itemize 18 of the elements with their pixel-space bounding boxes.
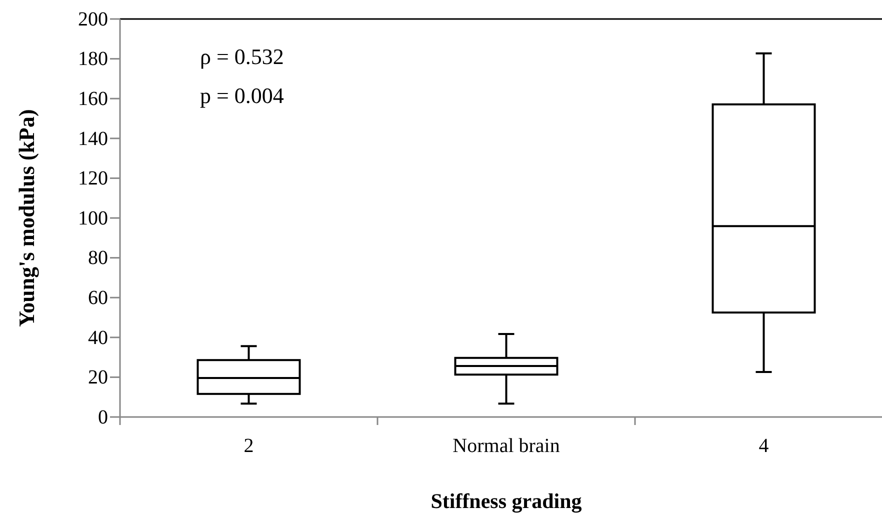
y-tick-label: 60: [88, 287, 108, 309]
y-axis-title: Young's modulus (kPa): [14, 109, 39, 327]
y-tick-label: 160: [78, 88, 108, 110]
x-tick-label: 4: [758, 435, 769, 457]
y-tick-label: 180: [78, 48, 108, 70]
annotation: p = 0.004: [200, 83, 284, 108]
annotation: ρ = 0.532: [200, 44, 284, 69]
y-tick-label: 200: [78, 8, 108, 30]
y-tick-label: 80: [88, 247, 108, 270]
y-tick-label: 0: [98, 406, 108, 428]
y-tick-label: 100: [78, 207, 108, 230]
x-tick-label: 2: [244, 435, 254, 457]
y-tick-label: 140: [78, 128, 108, 150]
y-tick-label: 40: [88, 326, 108, 349]
y-tick-label: 120: [78, 168, 108, 190]
y-tick-label: 20: [88, 366, 108, 389]
x-axis-title: Stiffness grading: [430, 489, 582, 513]
x-tick-label: Normal brain: [452, 435, 560, 457]
